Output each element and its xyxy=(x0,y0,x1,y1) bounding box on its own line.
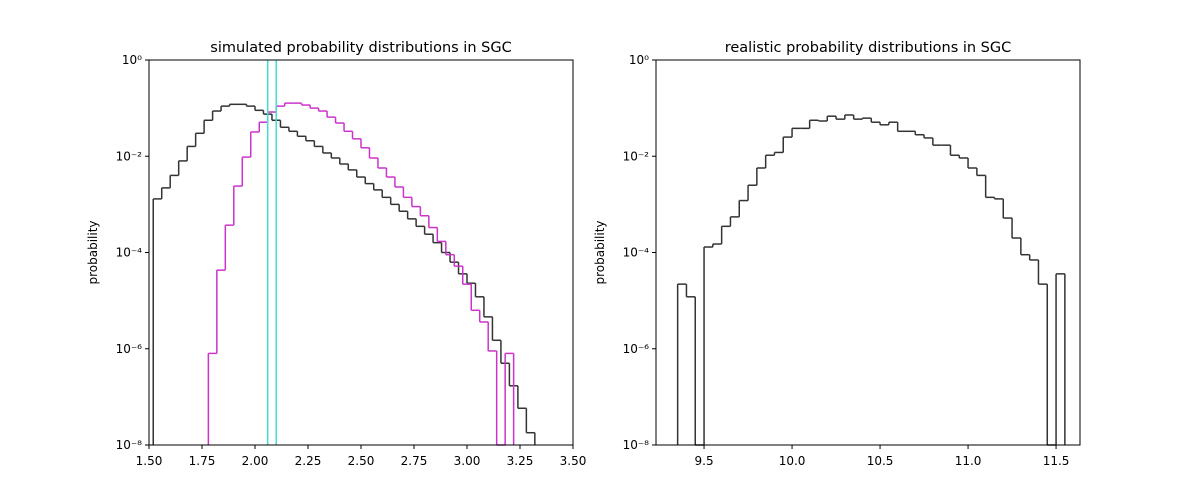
y-tick-label: 10⁻² xyxy=(116,149,143,163)
y-tick-label: 10⁻⁶ xyxy=(623,342,650,356)
x-tick-label: 2.75 xyxy=(401,454,428,468)
x-tick-label: 11.5 xyxy=(1043,454,1070,468)
x-tick-label: 11.0 xyxy=(955,454,982,468)
x-tick-label: 10.0 xyxy=(779,454,806,468)
y-tick-label: 10⁻⁴ xyxy=(623,246,650,260)
x-tick-label: 2.00 xyxy=(242,454,269,468)
y-tick-label: 10⁻⁶ xyxy=(116,342,143,356)
x-tick-label: 2.50 xyxy=(348,454,375,468)
x-tick-label: 3.50 xyxy=(560,454,587,468)
x-tick-label: 3.00 xyxy=(454,454,481,468)
x-tick-label: 2.25 xyxy=(295,454,322,468)
axes-frame xyxy=(655,59,1081,446)
y-tick-label: 10⁻⁴ xyxy=(116,246,143,260)
y-tick-label: 10⁰ xyxy=(629,53,649,67)
axes-frame xyxy=(148,59,574,446)
x-tick-label: 1.50 xyxy=(136,454,163,468)
x-tick-label: 10.5 xyxy=(867,454,894,468)
y-tick-label: 10⁻⁸ xyxy=(116,438,143,452)
x-tick-label: 9.5 xyxy=(695,454,714,468)
y-axis-label: probability xyxy=(593,220,607,284)
chart-title: realistic probability distributions in S… xyxy=(725,40,1012,56)
y-tick-label: 10⁻⁸ xyxy=(623,438,650,452)
x-tick-label: 3.25 xyxy=(507,454,534,468)
y-tick-label: 10⁰ xyxy=(122,53,142,67)
y-axis-label: probability xyxy=(86,220,100,284)
y-tick-label: 10⁻² xyxy=(623,149,650,163)
chart-title: simulated probability distributions in S… xyxy=(210,40,511,56)
x-tick-label: 1.75 xyxy=(189,454,216,468)
